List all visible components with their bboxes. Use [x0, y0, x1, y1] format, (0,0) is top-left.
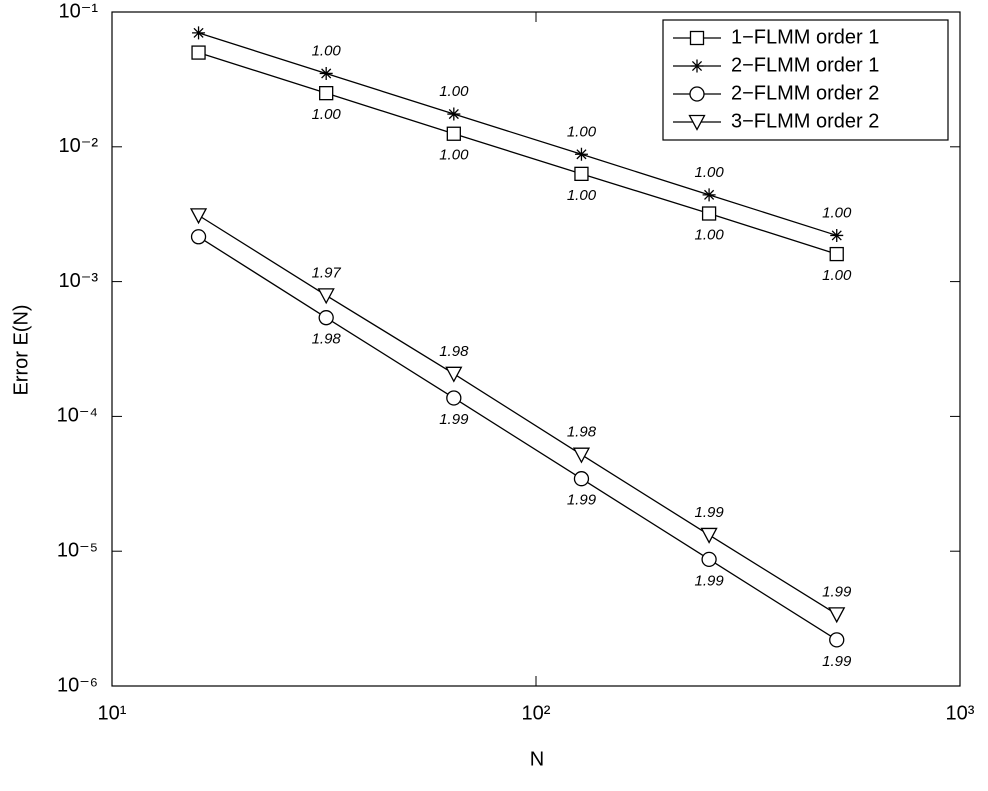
legend-box — [662, 19, 949, 141]
x-tick-label: 10² — [522, 702, 551, 724]
y-tick-label: 10⁻⁶ — [57, 674, 98, 696]
rate-label: 1.00 — [567, 123, 597, 140]
y-tick-label: 10⁻⁴ — [57, 405, 98, 427]
rate-label: 1.97 — [312, 264, 342, 281]
marker — [189, 208, 208, 225]
marker — [574, 147, 588, 161]
rate-label: 1.98 — [439, 343, 469, 360]
marker — [190, 229, 207, 245]
marker — [828, 607, 846, 624]
legend-label: 2−FLMM order 2 — [731, 82, 879, 104]
marker — [192, 26, 206, 40]
marker — [318, 310, 334, 326]
marker — [701, 551, 717, 568]
legend-label: 2−FLMM order 1 — [731, 54, 879, 76]
rate-label: 1.99 — [694, 572, 724, 589]
x-axis-label: N — [530, 748, 544, 770]
rate-label: 1.99 — [694, 504, 724, 521]
y-tick-label: 10⁻³ — [59, 270, 99, 292]
marker — [829, 246, 844, 262]
legend-label: 3−FLMM order 2 — [731, 110, 879, 132]
marker — [446, 126, 461, 141]
series-line — [198, 214, 838, 615]
marker — [191, 45, 206, 60]
rate-label: 1.98 — [312, 331, 342, 348]
y-tick-label: 10⁻⁵ — [57, 539, 98, 561]
rate-label: 1.99 — [822, 653, 852, 670]
rate-label: 1.00 — [694, 164, 724, 181]
rate-label: 1.00 — [567, 187, 597, 204]
marker — [688, 114, 706, 131]
legend-label: 1−FLMM order 1 — [731, 26, 879, 48]
x-tick-label: 10³ — [946, 702, 975, 724]
marker — [573, 471, 590, 487]
marker — [829, 632, 845, 648]
y-tick-label: 10⁻¹ — [59, 0, 99, 22]
marker — [702, 188, 716, 202]
marker — [319, 66, 333, 80]
marker — [447, 107, 461, 121]
marker — [446, 390, 462, 406]
marker — [572, 447, 591, 464]
marker — [689, 86, 705, 102]
rate-label: 1.00 — [694, 226, 724, 243]
marker — [445, 366, 463, 383]
rate-label: 1.99 — [439, 411, 469, 428]
marker — [690, 59, 704, 73]
x-tick-label: 10¹ — [98, 702, 127, 724]
marker — [701, 206, 717, 221]
y-axis-label: Error E(N) — [10, 304, 32, 395]
y-tick-label: 10⁻² — [59, 135, 99, 157]
series-line — [198, 236, 838, 641]
series-line — [198, 32, 837, 237]
marker — [317, 288, 335, 305]
rate-label: 1.98 — [567, 424, 597, 441]
rate-label: 1.99 — [822, 583, 852, 600]
rate-label: 1.00 — [312, 42, 342, 59]
rate-label: 1.00 — [439, 147, 469, 164]
marker — [689, 30, 705, 46]
rate-label: 1.99 — [567, 492, 597, 509]
rate-label: 1.00 — [312, 106, 342, 123]
marker — [319, 86, 334, 101]
marker — [830, 228, 844, 242]
rate-label: 1.00 — [439, 83, 469, 100]
series-line — [198, 51, 837, 255]
rate-label: 1.00 — [822, 267, 852, 284]
marker — [574, 166, 589, 181]
rate-label: 1.00 — [822, 204, 852, 221]
marker — [700, 527, 718, 544]
